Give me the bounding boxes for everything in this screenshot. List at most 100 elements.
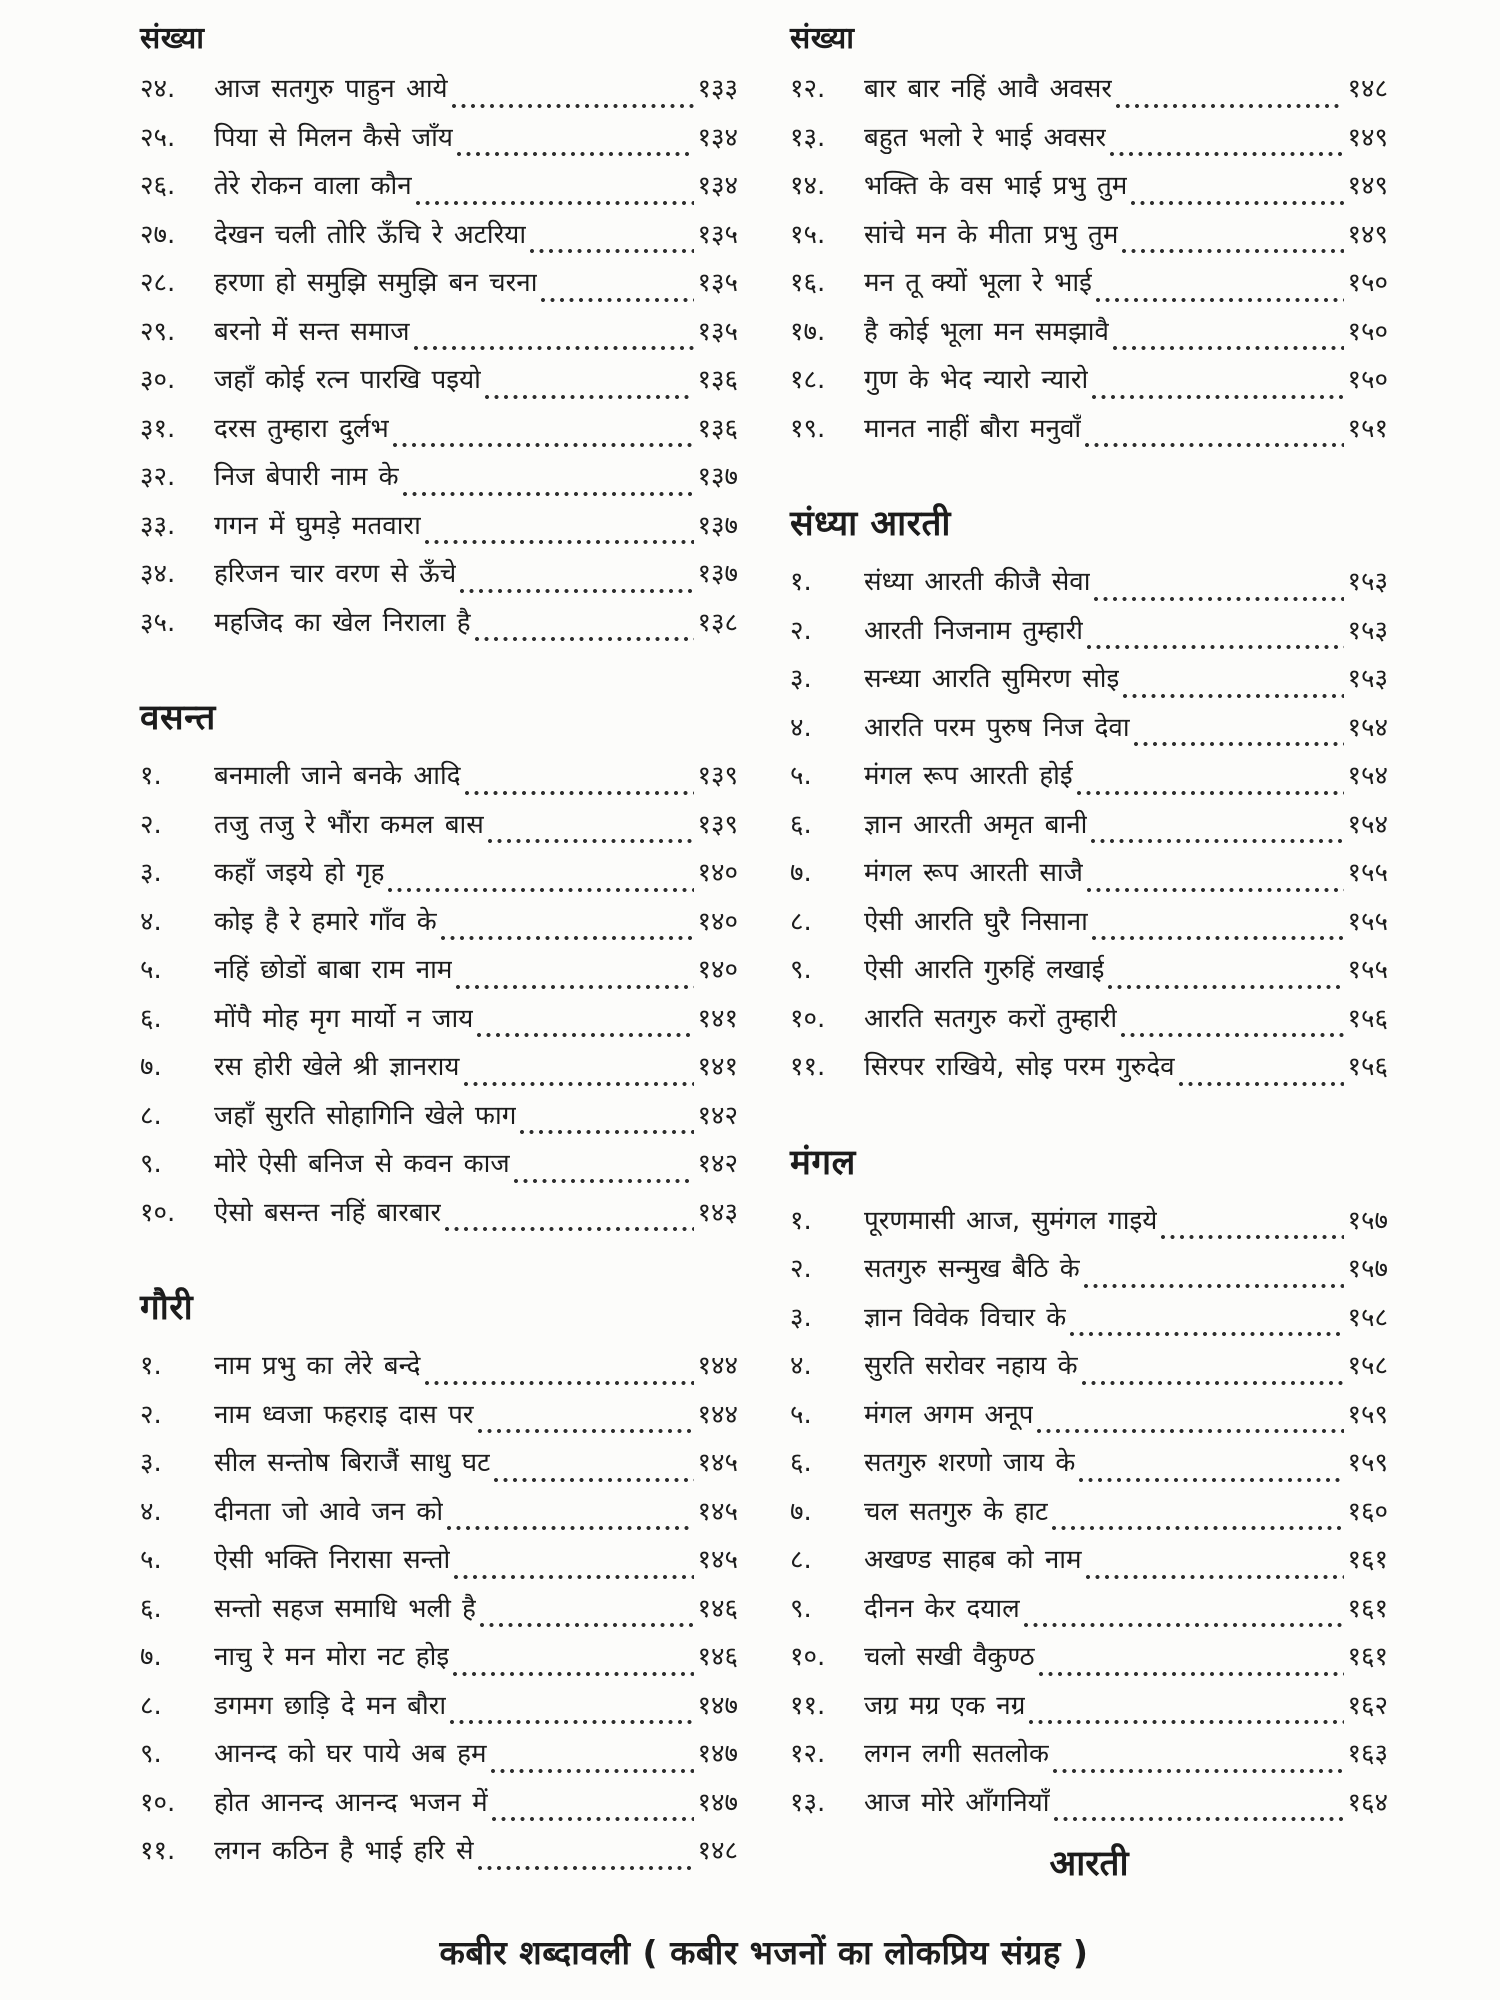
- item-page: १४४: [697, 1399, 738, 1430]
- toc-entry: ११. जग्र मग्र एक नग्र १६२: [790, 1686, 1388, 1735]
- item-page: १५१: [1347, 413, 1388, 444]
- item-number: ५.: [140, 1545, 162, 1575]
- dot-leader: [529, 248, 695, 254]
- item-page: १४६: [697, 1642, 738, 1672]
- item-title: ऐसी आरति घुरै निसाना: [864, 906, 1088, 937]
- item-title: दीनता जो आवे जन को: [214, 1496, 444, 1527]
- dot-leader: [1075, 789, 1345, 796]
- toc-entry: १८. गुण के भेद न्यारो न्यारो १५०: [790, 360, 1388, 409]
- item-number: २८.: [140, 268, 176, 298]
- toc-entry: ४. सुरति सरोवर नहाय के १५८: [790, 1346, 1388, 1395]
- item-page: १४०: [697, 906, 738, 937]
- item-page: १४१: [697, 1003, 738, 1034]
- item-number: २.: [790, 615, 812, 646]
- item-title: सन्तो सहज समाधि भली है: [214, 1593, 476, 1624]
- item-title: सांचे मन के मीता प्रभु तुम: [864, 219, 1119, 250]
- dot-leader: [450, 102, 695, 109]
- item-page: १५३: [1347, 615, 1388, 646]
- toc-entry: ६. सतगुरु शरणो जाय के १५९: [790, 1443, 1388, 1492]
- item-title: हरिजन चार वरण से ऊँचे: [214, 559, 457, 589]
- toc-entry: १०. ऐसो बसन्त नहिं बारबार १४३: [140, 1193, 738, 1242]
- item-title: बनमाली जाने बनके आदि: [214, 761, 461, 791]
- dot-leader: [473, 636, 695, 642]
- item-number: २६.: [140, 171, 176, 201]
- dot-leader: [1130, 199, 1345, 206]
- item-title: सिरपर राखिये, सोइ परम गुरुदेव: [864, 1052, 1175, 1082]
- item-number: १३.: [790, 1787, 826, 1818]
- toc-entry: २. तजु तजु रे भौंरा कमल बास १३९: [140, 805, 738, 854]
- item-title: कोइ है रे हमारे गाँव के: [214, 906, 437, 937]
- section-title: गौरी: [140, 1288, 194, 1328]
- section-title: वसन्त: [140, 698, 216, 738]
- toc-entry: ९. मोरे ऐसी बनिज से कवन काज १४२: [140, 1144, 738, 1193]
- toc-entry: ७. मंगल रूप आरती साजै १५५: [790, 853, 1388, 902]
- item-title: गुण के भेद न्यारो न्यारो: [864, 365, 1089, 395]
- book-title-footer: कबीर शब्दावली ( कबीर भजनों का लोकप्रिय स…: [439, 1933, 1089, 1972]
- item-title: तेरे रोकन वाला कौन: [214, 171, 412, 201]
- dot-leader: [476, 1864, 695, 1871]
- toc-entry: १५. सांचे मन के मीता प्रभु तुम १४९: [790, 215, 1388, 264]
- dot-leader: [455, 151, 695, 157]
- toc-section: संध्या आरती १. संध्या आरती कीजै सेवा १५३…: [790, 499, 1388, 1096]
- toc-entry: १०. चलो सखी वैकुण्ठ १६१: [790, 1637, 1388, 1686]
- item-number: ३५.: [140, 607, 176, 638]
- toc-entry: १. संध्या आरती कीजै सेवा १५३: [790, 562, 1388, 611]
- item-number: १३.: [790, 122, 826, 153]
- dot-leader: [401, 490, 695, 497]
- toc-entry: ९. दीनन केर दयाल १६१: [790, 1589, 1388, 1638]
- toc-entry: ९. आनन्द को घर पाये अब हम १४७: [140, 1734, 738, 1783]
- item-page: १४५: [697, 1496, 738, 1527]
- toc-entry: ३४. हरिजन चार वरण से ऊँचे १३७: [140, 554, 738, 603]
- toc-entry: ५. नहिं छोडों बाबा राम नाम १४०: [140, 950, 738, 999]
- item-page: १५६: [1347, 1003, 1388, 1034]
- item-page: १४७: [697, 1690, 738, 1721]
- item-page: १५४: [1347, 809, 1388, 840]
- item-page: १५३: [1347, 567, 1388, 597]
- item-page: १५५: [1347, 858, 1388, 888]
- item-page: १४८: [1347, 74, 1388, 104]
- dot-leader: [412, 345, 695, 351]
- dot-leader: [453, 1573, 695, 1580]
- item-page: १४७: [697, 1787, 738, 1818]
- item-number: २.: [790, 1254, 812, 1284]
- dot-leader: [459, 587, 695, 594]
- dot-leader: [387, 886, 695, 893]
- toc-entry: २. आरती निजनाम तुम्हारी १५३: [790, 611, 1388, 660]
- toc-entry: २७. देखन चली तोरि ऊँचि रे अटरिया १३५: [140, 215, 738, 264]
- item-title: सतगुरु सन्मुख बैठि के: [864, 1254, 1080, 1284]
- dot-leader: [1086, 644, 1345, 650]
- toc-entry: २९. बरनो में सन्त समाज १३५: [140, 312, 738, 361]
- item-page: १५५: [1347, 906, 1388, 937]
- dot-leader: [414, 199, 695, 206]
- toc-entry: ३. सन्ध्या आरति सुमिरण सोइ १५३: [790, 659, 1388, 708]
- item-title: गगन में घुमड़े मतवारा: [214, 510, 421, 541]
- item-title: नाम ध्वजा फहराइ दास पर: [214, 1399, 474, 1430]
- dot-leader: [391, 442, 695, 448]
- item-title: जहाँ सुरति सोहागिनि खेले फाग: [214, 1100, 517, 1131]
- item-number: १२.: [790, 74, 826, 104]
- toc-entry: ६. ज्ञान आरती अमृत बानी १५४: [790, 805, 1388, 854]
- toc-section: मंगल १. पूरणमासी आज, सुमंगल गाइये १५७ २.…: [790, 1138, 1388, 1832]
- toc-entry: ६. सन्तो सहज समाधि भली है १४६: [140, 1589, 738, 1638]
- item-number: ६.: [140, 1003, 162, 1034]
- item-number: १६.: [790, 268, 826, 298]
- item-page: १३९: [697, 761, 738, 791]
- item-page: १५३: [1347, 664, 1388, 694]
- item-title: नहिं छोडों बाबा राम नाम: [214, 955, 453, 985]
- item-page: १५०: [1347, 316, 1388, 347]
- item-page: १४६: [697, 1593, 738, 1624]
- toc-list: १२. बार बार नहिं आवै अवसर १४८ १३. बहुत भ…: [790, 69, 1388, 457]
- toc-entry: २. सतगुरु सन्मुख बैठि के १५७: [790, 1249, 1388, 1298]
- item-title: भक्ति के वस भाई प्रभु तुम: [864, 171, 1128, 201]
- item-page: १३८: [697, 607, 738, 638]
- item-page: १३७: [697, 510, 738, 541]
- item-number: ११.: [790, 1690, 826, 1721]
- item-page: १४०: [697, 955, 738, 985]
- dot-leader: [519, 1129, 695, 1135]
- toc-entry: ४. दीनता जो आवे जन को १४५: [140, 1492, 738, 1541]
- item-page: १५०: [1347, 365, 1388, 395]
- item-title: सुरति सरोवर नहाय के: [864, 1351, 1078, 1381]
- item-page: १५०: [1347, 268, 1388, 298]
- item-number: ६.: [790, 1448, 812, 1478]
- dot-leader: [1084, 442, 1345, 448]
